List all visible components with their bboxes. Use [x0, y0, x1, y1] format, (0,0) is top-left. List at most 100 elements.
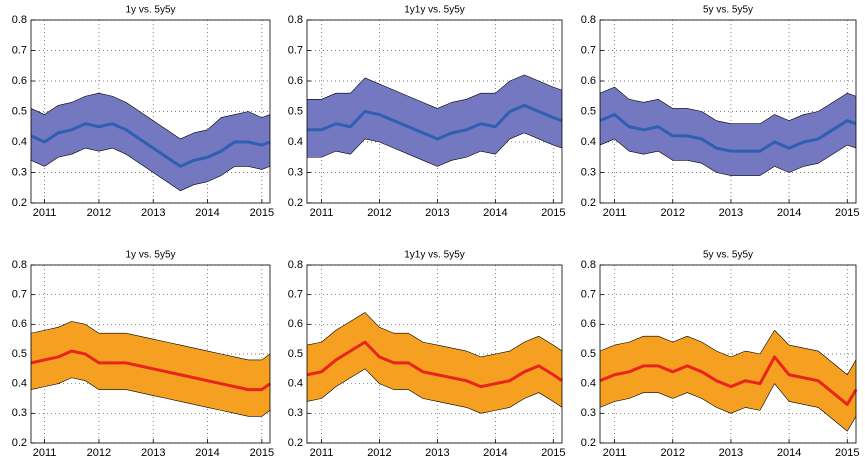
y-tick-label: 0.4 [581, 136, 596, 148]
band-edge [599, 138, 857, 176]
x-tick-label: 2013 [425, 207, 449, 219]
y-tick-label: 0.2 [581, 437, 596, 449]
y-tick-label: 0.6 [288, 75, 303, 87]
panel-title: 1y vs. 5y5y [125, 250, 175, 261]
y-tick-label: 0.8 [288, 14, 303, 26]
y-tick-label: 0.7 [12, 289, 27, 301]
x-tick-label: 2011 [33, 207, 57, 219]
x-tick-label: 2015 [250, 207, 274, 219]
panel-title: 1y1y vs. 5y5y [404, 5, 465, 16]
x-tick-label: 2012 [87, 447, 111, 459]
plot-frame [306, 264, 563, 444]
y-tick-label: 0.2 [288, 437, 303, 449]
x-tick-label: 2013 [141, 447, 165, 459]
plot-frame [30, 19, 271, 204]
x-tick-label: 2015 [541, 207, 565, 219]
y-tick-label: 0.7 [12, 44, 27, 56]
band [31, 93, 270, 191]
band-edge [30, 321, 271, 361]
panel: 1y1y vs. 5y5y 0.2 0.3 0.4 0.5 0.6 0.7 0.8 2011 20… [288, 250, 566, 459]
panel: 5y vs. 5y5y 0.2 0.3 0.4 0.5 0.6 0.7 0.8 2011 2012… [581, 250, 860, 459]
panel-title: 1y1y vs. 5y5y [404, 250, 465, 261]
x-tick-label: 2014 [483, 207, 507, 219]
band [307, 74, 562, 167]
band-edge [599, 329, 857, 376]
y-tick-label: 0.8 [581, 14, 596, 26]
y-tick-label: 0.4 [581, 378, 596, 390]
y-tick-label: 0.2 [12, 197, 27, 209]
panel-title: 1y vs. 5y5y [125, 5, 175, 16]
y-tick-label: 0.6 [288, 318, 303, 330]
y-tick-label: 0.8 [288, 259, 303, 271]
y-tick-label: 0.5 [12, 105, 27, 117]
y-tick-label: 0.5 [581, 105, 596, 117]
x-tick-label: 2014 [195, 207, 219, 219]
y-tick-label: 0.6 [581, 318, 596, 330]
x-tick-label: 2015 [835, 207, 859, 219]
x-tick-label: 2013 [141, 207, 165, 219]
y-tick-label: 0.3 [288, 166, 303, 178]
x-tick-label: 2011 [33, 447, 57, 459]
y-tick-label: 0.5 [12, 348, 27, 360]
band [600, 330, 856, 432]
x-tick-label: 2012 [367, 447, 391, 459]
y-tick-label: 0.3 [12, 407, 27, 419]
x-tick-label: 2013 [719, 447, 743, 459]
band-edge [30, 92, 271, 140]
y-tick-label: 0.3 [288, 407, 303, 419]
y-tick-label: 0.2 [12, 437, 27, 449]
x-tick-label: 2011 [603, 207, 627, 219]
band-edge [307, 132, 563, 167]
band-edge [306, 312, 563, 358]
panel: 5y vs. 5y5y 0.2 0.3 0.4 0.5 0.6 0.7 0.8 2011 2012… [581, 5, 860, 219]
y-tick-label: 0.3 [12, 166, 27, 178]
y-tick-label: 0.4 [288, 378, 303, 390]
panel: 1y vs. 5y5y 0.2 0.3 0.4 0.5 0.6 0.7 0.8 2011 2012… [12, 250, 274, 459]
panel: 1y vs. 5y5y 0.2 0.3 0.4 0.5 0.6 0.7 0.8 2011 2012… [12, 5, 274, 219]
y-tick-label: 0.3 [581, 166, 596, 178]
x-tick-label: 2014 [195, 447, 219, 459]
x-tick-label: 2012 [660, 207, 684, 219]
x-tick-label: 2014 [777, 207, 801, 219]
line [306, 340, 563, 389]
y-tick-label: 0.6 [12, 318, 27, 330]
x-tick-label: 2013 [425, 447, 449, 459]
band-edge [306, 368, 563, 414]
y-tick-label: 0.7 [581, 289, 596, 301]
panel-title: 5y vs. 5y5y [703, 5, 753, 16]
y-tick-label: 0.6 [581, 75, 596, 87]
plot-frame [599, 19, 857, 204]
y-tick-label: 0.2 [288, 197, 303, 209]
line [30, 122, 271, 168]
x-tick-label: 2012 [660, 447, 684, 459]
line [599, 355, 858, 406]
y-tick-label: 0.2 [581, 197, 596, 209]
panel: 1y1y vs. 5y5y 0.2 0.3 0.4 0.5 0.6 0.7 0.8 2011 20… [288, 5, 566, 219]
band [307, 312, 562, 414]
y-tick-label: 0.5 [581, 348, 596, 360]
x-tick-label: 2012 [87, 207, 111, 219]
y-tick-label: 0.8 [581, 259, 596, 271]
y-tick-label: 0.4 [288, 136, 303, 148]
x-tick-label: 2011 [310, 207, 334, 219]
y-tick-label: 0.3 [581, 407, 596, 419]
plot-frame [306, 19, 563, 204]
y-tick-label: 0.7 [288, 289, 303, 301]
x-tick-label: 2015 [541, 447, 565, 459]
band-edge [307, 74, 563, 109]
band [600, 87, 856, 176]
band-edge [599, 86, 857, 124]
y-tick-label: 0.8 [12, 14, 27, 26]
plot-frame [30, 264, 271, 444]
x-tick-label: 2013 [719, 207, 743, 219]
line [599, 113, 857, 153]
band-edge [599, 383, 857, 432]
y-tick-label: 0.8 [12, 259, 27, 271]
x-tick-label: 2011 [310, 447, 334, 459]
line [307, 103, 563, 141]
panel-title: 5y vs. 5y5y [703, 250, 753, 261]
y-tick-label: 0.4 [12, 136, 27, 148]
y-tick-label: 0.7 [581, 44, 596, 56]
y-tick-label: 0.4 [12, 378, 27, 390]
